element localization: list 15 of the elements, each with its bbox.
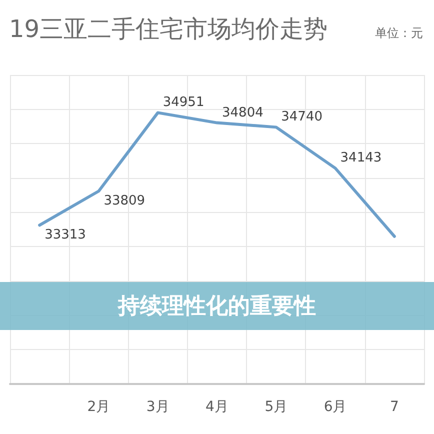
- data-label: 34804: [222, 105, 264, 120]
- banner: 持续理性化的重要性: [0, 282, 434, 330]
- data-label: 34951: [162, 95, 204, 110]
- x-tick-label: 4月: [206, 399, 228, 415]
- data-label: 34143: [340, 150, 382, 166]
- x-tick-label: 5月: [264, 399, 288, 415]
- chart-title: 19三亚二手住宅市场均价走势: [9, 15, 328, 43]
- data-label: 33313: [44, 228, 86, 243]
- x-tick-label: 7: [390, 399, 399, 415]
- x-tick-label: 6月: [324, 399, 347, 415]
- data-label: 33809: [104, 194, 146, 209]
- data-label: 34740: [281, 110, 322, 125]
- x-tick-label: 3月: [146, 399, 170, 415]
- chart-subtitle: 单位：元: [375, 26, 423, 40]
- x-tick-label: 2月: [87, 399, 110, 415]
